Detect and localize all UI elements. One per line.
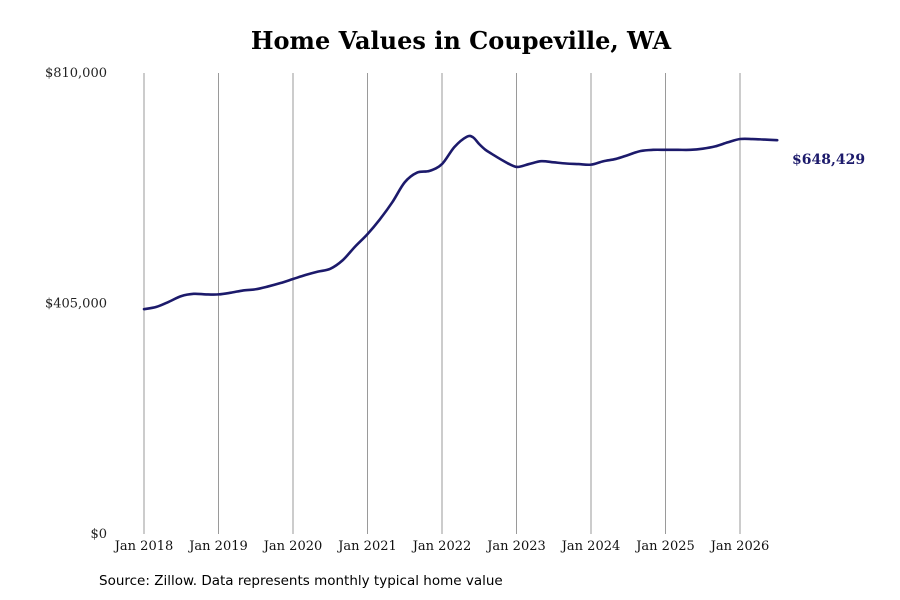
grid-lines <box>143 73 741 534</box>
x-tick-label: Jan 2018 <box>113 539 174 554</box>
y-tick-label: $405,000 <box>45 297 107 312</box>
x-tick-label: Jan 2022 <box>411 539 472 554</box>
y-tick-label: $0 <box>90 527 107 542</box>
y-axis-ticks: $0 $405,000 $810,000 <box>45 66 107 542</box>
series-layer <box>142 134 779 311</box>
x-tick-label: Jan 2019 <box>187 539 248 554</box>
source-note: Source: Zillow. Data represents monthly … <box>99 573 503 589</box>
series-line <box>142 134 779 311</box>
x-axis-ticks: Jan 2018 Jan 2019 Jan 2020 Jan 2021 Jan 2022… <box>113 539 770 554</box>
x-tick-label: Jan 2026 <box>709 539 770 554</box>
end-value-label: $648,429 <box>792 152 865 168</box>
x-tick-label: Jan 2025 <box>634 539 695 554</box>
y-tick-label: $810,000 <box>45 66 107 81</box>
end-value-labels: $648,429 <box>792 152 865 168</box>
x-tick-label: Jan 2021 <box>336 539 397 554</box>
chart-title: Home Values in Coupeville, WA <box>250 26 672 55</box>
x-tick-label: Jan 2023 <box>485 539 546 554</box>
x-tick-label: Jan 2020 <box>262 539 323 554</box>
x-tick-label: Jan 2024 <box>560 539 621 554</box>
